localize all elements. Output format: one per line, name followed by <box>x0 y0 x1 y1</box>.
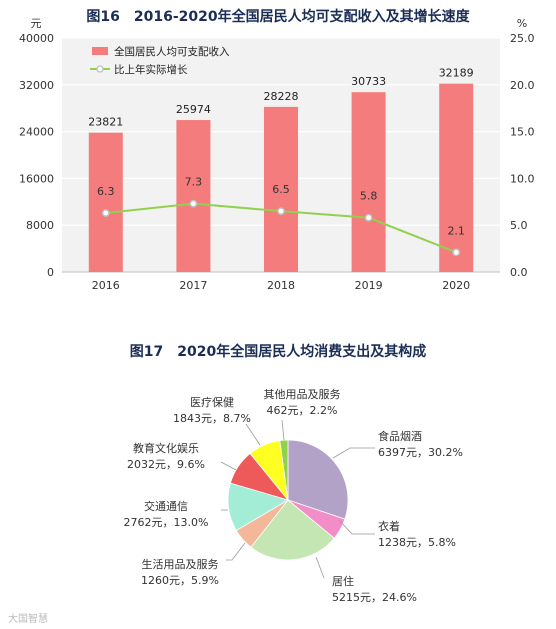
pie-slice-name-label: 医疗保健 <box>190 395 234 409</box>
pie-leader-line <box>332 447 375 459</box>
growth-rate-value-label: 7.3 <box>185 176 203 189</box>
growth-rate-point-2017 <box>189 199 198 208</box>
pie-slice-name-label: 生活用品及服务 <box>142 557 219 571</box>
x-axis-tick-label: 2020 <box>442 279 470 292</box>
right-axis-tick-label: 10.0 <box>510 172 535 185</box>
pie-slice-value-label: 5215元，24.6% <box>332 591 417 604</box>
pie-slice-value-label: 1260元，5.9% <box>141 574 219 587</box>
pie-slice-1 <box>287 439 349 520</box>
x-axis-tick-label: 2019 <box>355 279 383 292</box>
left-axis-unit: 元 <box>31 17 42 30</box>
pie-leader-line <box>220 461 237 471</box>
pie-slice-3 <box>250 499 335 561</box>
x-axis-tick-label: 2018 <box>267 279 295 292</box>
income-bar-value-label: 32189 <box>439 67 474 80</box>
income-bar-2016 <box>88 132 123 272</box>
left-axis-tick-label: 0 <box>47 266 54 279</box>
pie-slice-name-label: 衣着 <box>378 519 400 533</box>
pie-leader-line <box>245 423 261 446</box>
watermark-text: 大国智慧 <box>8 612 48 625</box>
pie-slice-name-label: 交通通信 <box>144 499 188 513</box>
income-bar-2020 <box>439 83 474 272</box>
right-axis-tick-label: 0.0 <box>510 266 528 279</box>
pie-slice-8 <box>279 439 289 501</box>
pie-leader-line <box>338 519 375 535</box>
pie-slice-value-label: 462元，2.2% <box>267 404 338 417</box>
right-axis-tick-label: 15.0 <box>510 126 535 139</box>
pie-leader-line <box>315 556 325 579</box>
pie-slice-value-label: 1238元，5.8% <box>378 536 456 549</box>
x-axis-tick-label: 2017 <box>179 279 207 292</box>
consumption-pie-chart: 食品烟酒 6397元，30.2% 衣着 1238元，5.8% 居住 5215元，24.6%… <box>124 388 463 604</box>
income-bar-2017 <box>176 120 211 273</box>
growth-rate-value-label: 5.8 <box>360 190 378 203</box>
growth-rate-value-label: 2.1 <box>447 224 465 237</box>
pie-slice-value-label: 2762元，13.0% <box>124 516 209 529</box>
left-axis-tick-label: 24000 <box>19 126 54 139</box>
x-axis-tick-label: 2016 <box>92 279 120 292</box>
growth-rate-point-2020 <box>452 248 461 257</box>
income-bar-line-chart: 0 8000 16000 24000 32000 40000 0.0 5.0 10.0 15.0 2… <box>19 32 535 292</box>
growth-rate-point-2019 <box>364 213 373 222</box>
pie-leader-line <box>226 542 246 561</box>
income-bar-value-label: 23821 <box>88 116 123 129</box>
right-axis-tick-label: 5.0 <box>510 219 528 232</box>
right-axis-unit: % <box>517 17 527 30</box>
income-bar-value-label: 28228 <box>264 90 299 103</box>
chart-17-title: 图17 2020年全国居民人均消费支出及其构成 <box>130 343 426 360</box>
income-bar-2018 <box>264 106 298 272</box>
pie-slice-value-label: 2032元，9.6% <box>127 458 205 471</box>
pie-slice-name-label: 居住 <box>332 574 354 588</box>
left-axis-tick-label: 16000 <box>19 172 54 185</box>
pie-slice-name-label: 其他用品及服务 <box>264 388 341 401</box>
legend-line-label: 比上年实际增长 <box>114 63 188 76</box>
income-bar-2019 <box>351 92 386 273</box>
legend-line-marker <box>96 65 104 73</box>
pie-leader-line <box>281 419 285 441</box>
legend-bar-label: 全国居民人均可支配收入 <box>114 45 230 58</box>
left-axis-tick-label: 8000 <box>26 219 54 232</box>
growth-rate-point-2016 <box>101 209 110 217</box>
left-axis-tick-label: 32000 <box>19 79 54 92</box>
chart-16-title: 图16 2016-2020年全国居民人均可支配收入及其增长速度 <box>86 8 470 25</box>
income-bar-value-label: 25974 <box>176 103 211 116</box>
growth-rate-value-label: 6.3 <box>97 185 115 198</box>
growth-rate-point-2018 <box>277 207 285 216</box>
pie-slice-name-label: 食品烟酒 <box>378 429 422 443</box>
pie-slice-name-label: 教育文化娱乐 <box>133 441 199 455</box>
legend-bar-swatch <box>92 47 108 55</box>
pie-slice-value-label: 6397元，30.2% <box>378 446 463 459</box>
pie-slice-value-label: 1843元，8.7% <box>173 412 251 425</box>
growth-rate-value-label: 6.5 <box>272 183 290 196</box>
right-axis-tick-label: 20.0 <box>510 79 535 92</box>
income-bar-value-label: 30733 <box>351 75 386 88</box>
right-axis-tick-label: 25.0 <box>510 32 535 45</box>
left-axis-tick-label: 40000 <box>19 32 54 45</box>
